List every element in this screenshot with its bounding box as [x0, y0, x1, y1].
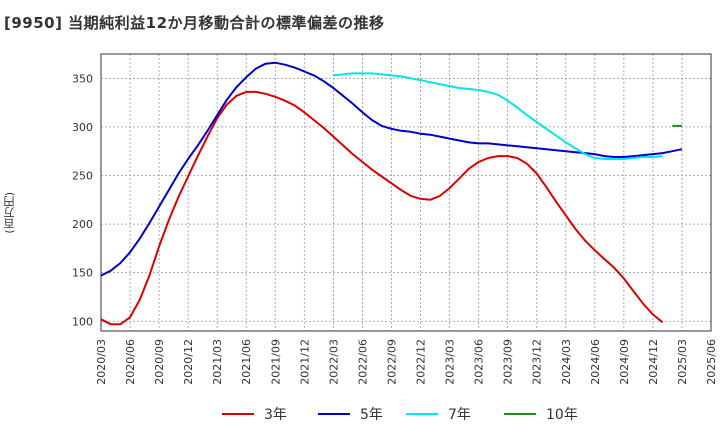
x-tick-label: 2021/09: [269, 339, 282, 385]
x-tick-label: 2020/03: [95, 339, 108, 385]
y-tick-label: 200: [72, 218, 93, 231]
legend-label: 10年: [546, 407, 578, 423]
x-tick-label: 2023/03: [444, 339, 457, 385]
x-tick-label: 2024/12: [647, 339, 660, 385]
x-tick-label: 2022/12: [415, 339, 428, 385]
series-line-3: [333, 72, 663, 160]
y-tick-label: 100: [72, 315, 93, 328]
chart-title: [9950] 当期純利益12か月移動合計の標準偏差の推移: [4, 14, 385, 32]
x-tick-label: 2022/09: [385, 339, 398, 385]
x-tick-label: 2021/12: [298, 339, 311, 385]
x-tick-label: 2025/03: [676, 339, 689, 385]
x-tick-label: 2024/03: [560, 339, 573, 385]
plot-frame: [100, 53, 712, 332]
x-tick-label: 2023/06: [473, 339, 486, 385]
y-tick-label: 350: [72, 72, 93, 85]
legend-label: 7年: [448, 407, 471, 423]
x-tick-label: 2021/03: [211, 339, 224, 385]
x-tick-label: 2020/09: [153, 339, 166, 385]
x-tick-label: 2022/03: [327, 339, 340, 385]
x-tick-label: 2021/06: [240, 339, 253, 385]
x-tick-label: 2023/12: [531, 339, 544, 385]
y-tick-label: 250: [72, 169, 93, 182]
x-tick-label: 2025/06: [705, 339, 718, 385]
x-tick-label: 2020/12: [182, 339, 195, 385]
x-tick-label: 2023/09: [502, 339, 515, 385]
x-tick-label: 2024/09: [618, 339, 631, 385]
legend-label: 3年: [264, 407, 287, 423]
legend-label: 5年: [360, 407, 383, 423]
y-tick-label: 150: [72, 267, 93, 280]
x-tick-label: 2024/06: [589, 339, 602, 385]
series-line-1: [100, 90, 664, 326]
x-tick-label: 2022/06: [356, 339, 369, 385]
y-tick-label: 300: [72, 121, 93, 134]
x-tick-label: 2020/06: [124, 339, 137, 385]
